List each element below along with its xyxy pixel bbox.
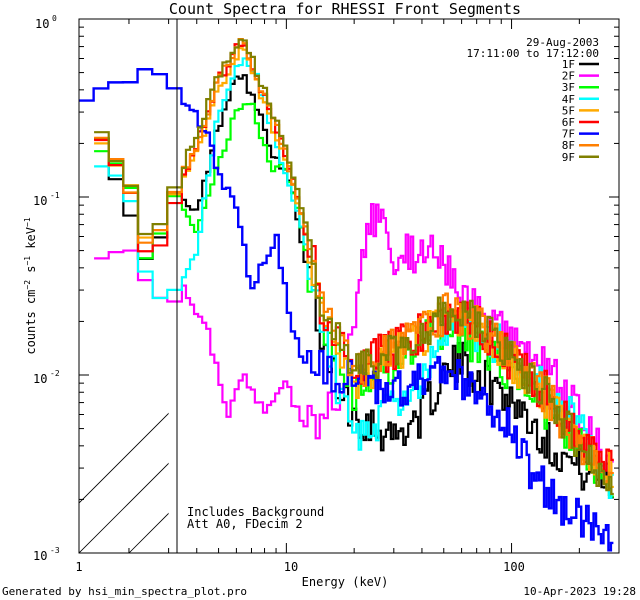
x-edge-label: 1 bbox=[75, 560, 82, 574]
legend-label-7F: 7F bbox=[562, 128, 575, 141]
svg-text:-1: -1 bbox=[50, 191, 60, 200]
legend-label-6F: 6F bbox=[562, 116, 575, 129]
series-4F bbox=[94, 57, 614, 500]
x-tick-label-10: 10 bbox=[284, 560, 298, 574]
axis-ticks bbox=[79, 18, 620, 554]
legend-label-2F: 2F bbox=[562, 70, 575, 83]
svg-text:10: 10 bbox=[33, 194, 47, 208]
date-label: 29-Aug-2003 bbox=[526, 36, 599, 49]
hatch-line bbox=[529, 0, 640, 553]
chart-title: Count Spectra for RHESSI Front Segments bbox=[169, 0, 521, 18]
legend-label-5F: 5F bbox=[562, 104, 575, 117]
svg-text:-3: -3 bbox=[50, 546, 60, 555]
svg-text:10: 10 bbox=[35, 17, 49, 31]
hatch-line bbox=[79, 412, 169, 504]
y-tick-label-1e-1: 10 -1 bbox=[33, 191, 60, 208]
x-tick-label-100: 100 bbox=[503, 560, 525, 574]
time-range-label: 17:11:00 to 17:12:00 bbox=[467, 47, 599, 60]
series-7F bbox=[79, 68, 614, 552]
series-layer bbox=[79, 37, 614, 552]
y-tick-label-1e0: 10 0 bbox=[35, 14, 57, 31]
legend-label-4F: 4F bbox=[562, 93, 575, 106]
annotation-background: Includes Background bbox=[187, 505, 324, 519]
y-tick-label-1e-2: 10 -2 bbox=[33, 369, 60, 386]
series-8F bbox=[94, 37, 614, 486]
x-axis-label: Energy (keV) bbox=[302, 575, 389, 589]
svg-text:10: 10 bbox=[33, 549, 47, 563]
legend-label-9F: 9F bbox=[562, 151, 575, 164]
footer-timestamp: 10-Apr-2023 19:28 bbox=[523, 585, 636, 598]
plot-frame bbox=[78, 18, 620, 554]
series-2F bbox=[94, 202, 614, 478]
shaded-region-hatch bbox=[79, 0, 640, 553]
y-axis-label: counts cm−2 s−1 keV−1 bbox=[23, 217, 38, 354]
series-3F bbox=[94, 102, 614, 498]
svg-text:0: 0 bbox=[52, 14, 57, 23]
svg-text:10: 10 bbox=[33, 372, 47, 386]
annotation-attenuator: Att A0, FDecim 2 bbox=[187, 517, 303, 531]
legend-label-3F: 3F bbox=[562, 81, 575, 94]
series-5F bbox=[94, 47, 614, 491]
footer-generated-by: Generated by hsi_min_spectra_plot.pro bbox=[2, 585, 247, 598]
series-1F bbox=[94, 74, 614, 499]
legend-label-8F: 8F bbox=[562, 139, 575, 152]
legend-label-1F: 1F bbox=[562, 58, 575, 71]
series-9F bbox=[94, 38, 614, 496]
series-6F bbox=[94, 43, 614, 472]
y-tick-label-1e-3: 10 -3 bbox=[33, 546, 60, 563]
svg-text:-2: -2 bbox=[50, 369, 60, 378]
